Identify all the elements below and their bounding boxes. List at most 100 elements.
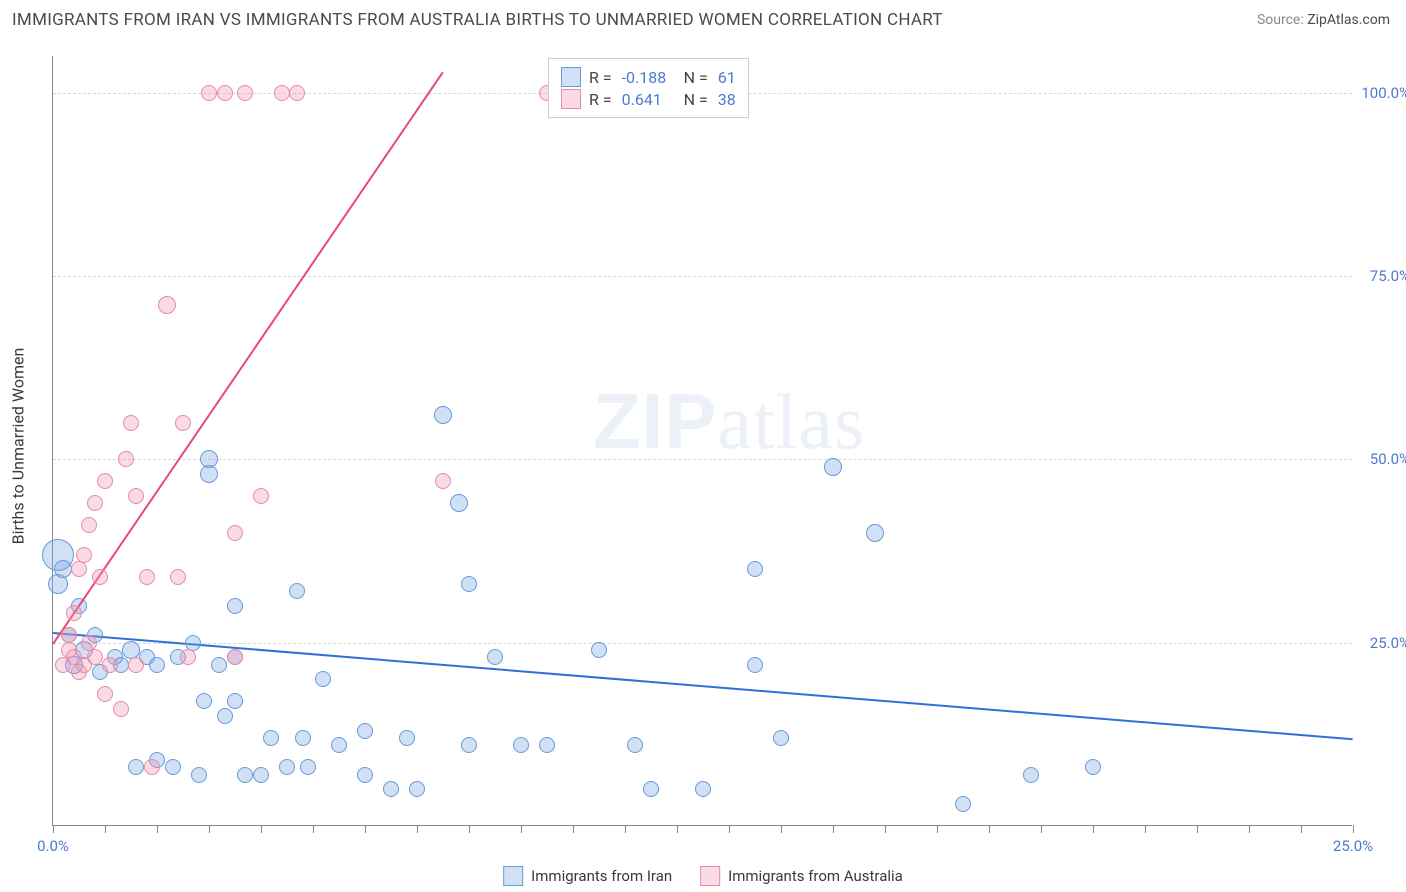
x-tick: [521, 825, 522, 833]
data-point: [81, 517, 97, 533]
data-point: [399, 730, 415, 746]
data-point: [435, 473, 451, 489]
x-tick: [469, 825, 470, 833]
x-tick: [781, 825, 782, 833]
trend-line: [53, 632, 1353, 740]
x-tick: [989, 825, 990, 833]
data-point: [71, 561, 87, 577]
data-point: [170, 569, 186, 585]
x-tick: [1353, 825, 1354, 833]
data-point: [81, 635, 97, 651]
data-point: [357, 767, 373, 783]
data-point: [955, 796, 971, 812]
data-point: [128, 759, 144, 775]
stats-R-label: R =: [589, 68, 612, 87]
data-point: [102, 657, 118, 673]
stats-N-value: 61: [718, 68, 736, 87]
gridline-h: [53, 276, 1352, 277]
data-point: [123, 415, 139, 431]
data-point: [211, 657, 227, 673]
data-point: [149, 657, 165, 673]
data-point: [357, 723, 373, 739]
stats-N-label: N =: [684, 90, 708, 109]
x-tick: [105, 825, 106, 833]
stats-R-value: -0.188: [622, 68, 676, 87]
data-point: [66, 605, 82, 621]
x-tick: [625, 825, 626, 833]
data-point: [196, 693, 212, 709]
x-tick: [729, 825, 730, 833]
x-tick: [885, 825, 886, 833]
data-point: [383, 781, 399, 797]
stats-swatch: [561, 89, 581, 109]
y-tick-label: 50.0%: [1370, 450, 1406, 468]
data-point: [300, 759, 316, 775]
data-point: [315, 671, 331, 687]
y-tick-label: 25.0%: [1370, 634, 1406, 652]
data-point: [175, 415, 191, 431]
data-point: [217, 85, 233, 101]
x-tick: [573, 825, 574, 833]
data-point: [747, 561, 763, 577]
data-point: [591, 642, 607, 658]
stats-N-label: N =: [684, 68, 708, 87]
watermark: ZIPatlas: [593, 376, 865, 467]
plot-area: ZIPatlas 25.0%50.0%75.0%100.0%0.0%25.0%R…: [52, 56, 1352, 826]
x-tick: [1301, 825, 1302, 833]
data-point: [200, 450, 218, 468]
x-tick: [833, 825, 834, 833]
x-tick: [937, 825, 938, 833]
data-point: [61, 627, 77, 643]
data-point: [128, 488, 144, 504]
data-point: [695, 781, 711, 797]
data-point: [128, 657, 144, 673]
legend-swatch-iran: [503, 866, 523, 886]
data-point: [331, 737, 347, 753]
data-point: [227, 649, 243, 665]
data-point: [824, 458, 842, 476]
stats-R-label: R =: [589, 90, 612, 109]
data-point: [227, 693, 243, 709]
data-point: [113, 701, 129, 717]
data-point: [866, 524, 884, 542]
x-tick: [209, 825, 210, 833]
data-point: [87, 649, 103, 665]
x-tick-label: 0.0%: [37, 837, 69, 855]
data-point: [747, 657, 763, 673]
data-point: [461, 737, 477, 753]
data-point: [461, 576, 477, 592]
watermark-zip: ZIP: [593, 377, 717, 465]
data-point: [237, 767, 253, 783]
x-tick-label: 25.0%: [1333, 837, 1373, 855]
source-credit: Source: ZipAtlas.com: [1257, 12, 1390, 28]
data-point: [217, 708, 233, 724]
data-point: [539, 737, 555, 753]
data-point: [139, 569, 155, 585]
x-tick: [1249, 825, 1250, 833]
data-point: [434, 406, 452, 424]
data-point: [274, 85, 290, 101]
data-point: [76, 547, 92, 563]
data-point: [97, 686, 113, 702]
gridline-h: [53, 459, 1352, 460]
legend-item-iran: Immigrants from Iran: [503, 866, 672, 886]
stats-swatch: [561, 67, 581, 87]
data-point: [1085, 759, 1101, 775]
y-axis-title: Births to Unmarried Women: [9, 348, 28, 545]
x-tick: [1197, 825, 1198, 833]
legend-item-australia: Immigrants from Australia: [700, 866, 903, 886]
data-point: [487, 649, 503, 665]
x-tick: [1093, 825, 1094, 833]
legend: Immigrants from Iran Immigrants from Aus…: [503, 866, 903, 886]
data-point: [279, 759, 295, 775]
x-tick: [313, 825, 314, 833]
legend-label-iran: Immigrants from Iran: [531, 867, 672, 885]
data-point: [185, 635, 201, 651]
data-point: [643, 781, 659, 797]
data-point: [237, 85, 253, 101]
stats-N-value: 38: [718, 90, 736, 109]
data-point: [158, 296, 176, 314]
stats-row: R = -0.188 N = 61: [561, 67, 736, 87]
data-point: [1023, 767, 1039, 783]
legend-label-australia: Immigrants from Australia: [728, 867, 903, 885]
